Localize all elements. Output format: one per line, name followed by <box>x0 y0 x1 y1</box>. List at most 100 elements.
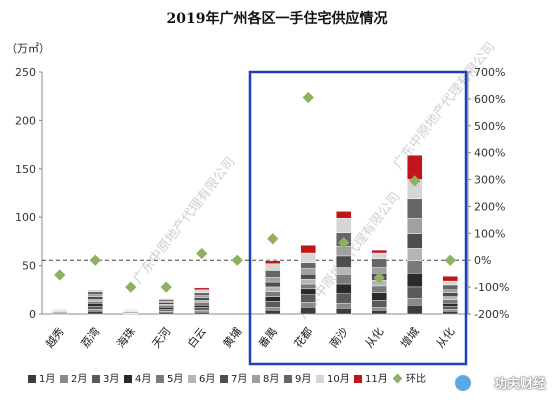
x-category-label: 白云 <box>184 325 209 351</box>
bar-segment <box>407 217 423 234</box>
legend-label: 9月 <box>295 373 311 385</box>
x-category-label: 南沙 <box>327 325 351 350</box>
bar-segment <box>407 198 423 219</box>
x-category-label: 天河 <box>150 325 174 350</box>
bar-segment <box>300 302 316 308</box>
x-category-label: 花都 <box>292 325 316 350</box>
bar-segment <box>194 302 210 306</box>
y2-tick-label: 0% <box>474 254 491 267</box>
bar-segment <box>265 296 281 302</box>
y2-tick-label: 700% <box>474 66 505 79</box>
y2-tick-label: -100% <box>474 281 509 294</box>
yoy-diamond-marker <box>302 91 314 104</box>
bar-segment <box>87 294 103 297</box>
bar-segment <box>87 299 103 302</box>
yoy-diamond-marker <box>409 175 421 187</box>
chart-title: 2019年广州各区一手住宅供应情况 <box>166 11 388 27</box>
legend-label: 1月 <box>39 373 55 385</box>
bar-segment <box>442 308 458 312</box>
y2-tick-label: 500% <box>474 120 505 133</box>
x-category-label: 增城 <box>397 325 422 351</box>
legend-label: 11月 <box>365 373 388 385</box>
bar-segment <box>265 309 281 315</box>
bar-segment <box>194 289 210 293</box>
yoy-diamond-marker <box>160 281 172 293</box>
bar-segment <box>194 305 210 308</box>
bar-segment <box>336 293 352 304</box>
bar-segment <box>407 273 423 288</box>
bar-segment <box>158 298 174 300</box>
bar-segment <box>442 306 458 310</box>
yoy-diamond-marker <box>54 269 66 281</box>
bar-segment <box>336 267 352 275</box>
bar-segment <box>265 277 281 283</box>
bar-segment <box>442 310 458 315</box>
bar-segment <box>371 285 387 293</box>
bar-segment <box>265 307 281 311</box>
bar-segment <box>371 249 387 254</box>
bar-segment <box>265 301 281 308</box>
yoy-diamond-marker <box>125 281 137 293</box>
legend-label: 3月 <box>103 373 119 385</box>
bar-segment <box>194 287 210 291</box>
legend-swatch <box>188 375 196 383</box>
y-tick-label: 250 <box>15 66 36 79</box>
y2-tick-label: 100% <box>474 227 505 240</box>
bar-segment <box>407 298 423 306</box>
bar-segment <box>300 288 316 295</box>
bar-segment <box>265 270 281 278</box>
bar-segment <box>87 301 103 304</box>
bar-segment <box>442 292 458 297</box>
bar-segment <box>194 297 210 301</box>
y2-tick-label: 200% <box>474 200 505 213</box>
x-category-label: 海珠 <box>113 325 138 351</box>
bar-segment <box>442 284 458 290</box>
bar-segment <box>265 263 281 271</box>
yoy-diamond-marker <box>267 233 279 245</box>
legend-swatch <box>28 375 36 383</box>
legend-swatch <box>252 375 260 383</box>
legend-yoy-marker <box>392 373 403 384</box>
bar-segment <box>265 260 281 264</box>
bar-segment <box>300 274 316 280</box>
bar-segment <box>300 252 316 263</box>
bar-segment <box>158 308 174 312</box>
bar-segment <box>194 311 210 315</box>
bar-segment <box>371 258 387 268</box>
legend-swatch <box>156 375 164 383</box>
bar-segment <box>442 289 458 293</box>
bar-segment <box>87 310 103 315</box>
bar-segment <box>194 309 210 313</box>
yoy-diamond-marker <box>231 254 243 266</box>
bar-segment <box>300 245 316 254</box>
bar-segment <box>371 300 387 308</box>
x-category-label: 从化 <box>362 325 387 351</box>
bar-segment <box>87 303 103 307</box>
bar-segment <box>442 299 458 304</box>
bar-segment <box>336 283 352 294</box>
bar-segment <box>442 296 458 300</box>
yoy-diamond-marker <box>338 237 350 249</box>
yoy-diamond-marker <box>89 254 101 266</box>
bar-segment <box>158 305 174 308</box>
y-tick-label: 150 <box>15 163 36 176</box>
y-tick-label: 50 <box>22 260 36 273</box>
bar-segment <box>300 278 316 285</box>
bar-segment <box>158 307 174 310</box>
bar-segment <box>194 307 210 311</box>
bar-segment <box>442 276 458 282</box>
legend-swatch <box>124 375 132 383</box>
bar-segment <box>300 262 316 269</box>
legend-label: 8月 <box>263 373 279 385</box>
y2-tick-label: 600% <box>474 93 505 106</box>
legend-swatch <box>354 375 362 383</box>
bar-segment <box>87 291 103 295</box>
bar-segment <box>158 311 174 315</box>
bar-segment <box>371 252 387 260</box>
x-category-label: 越秀 <box>42 325 67 351</box>
legend-label: 10月 <box>327 373 350 385</box>
x-category-label: 从化 <box>433 325 458 351</box>
legend-swatch <box>284 375 292 383</box>
highlight-box <box>248 70 468 366</box>
